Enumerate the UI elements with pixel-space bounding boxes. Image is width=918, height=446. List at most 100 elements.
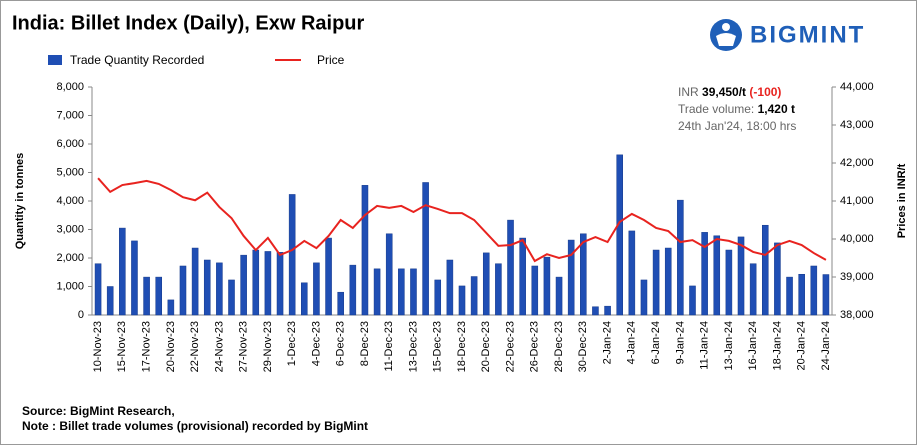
x-tick-label: 6-Dec-23 — [335, 321, 347, 366]
y-tick-label: 7,000 — [56, 109, 84, 121]
bar — [567, 239, 575, 316]
x-tick-label: 22-Nov-23 — [189, 321, 201, 372]
logo: BIGMINT — [710, 19, 863, 51]
bar — [798, 273, 805, 316]
chart-title: India: Billet Index (Daily), Exw Raipur — [12, 12, 365, 34]
bar — [628, 230, 636, 316]
bar — [143, 276, 150, 316]
bar — [167, 299, 175, 316]
x-tick-label: 18-Dec-23 — [456, 321, 468, 372]
bar — [422, 182, 429, 316]
bar — [725, 249, 733, 316]
bar — [313, 262, 320, 316]
bar — [640, 279, 648, 316]
bar — [203, 259, 211, 316]
bar — [325, 237, 332, 316]
x-tick-label: 17-Nov-23 — [140, 321, 152, 372]
bar — [434, 279, 442, 316]
y2-tick-label: 42,000 — [840, 157, 874, 169]
x-tick-label: 15-Dec-23 — [432, 321, 444, 372]
bar — [410, 268, 417, 316]
x-tick-label: 10-Nov-23 — [92, 321, 104, 372]
annotation-change: (-100) — [749, 85, 781, 99]
x-tick-label: 16-Jan-24 — [747, 321, 759, 371]
annotation-time: 24th Jan'24, 18:00 hrs — [678, 119, 796, 133]
bar — [301, 282, 308, 316]
bar — [507, 219, 514, 316]
x-tick-label: 29-Nov-23 — [262, 321, 274, 372]
bar — [737, 236, 745, 316]
annotation-volume-label: Trade volume: — [678, 102, 754, 116]
bar — [543, 256, 551, 316]
y2-tick-label: 39,000 — [840, 271, 874, 283]
bar — [264, 251, 272, 316]
y2-tick-label: 43,000 — [840, 119, 874, 131]
y-axis-title: Quantity in tonnes — [14, 153, 26, 250]
x-tick-label: 8-Dec-23 — [359, 321, 371, 366]
x-tick-label: 13-Jan-24 — [723, 321, 735, 371]
annotation-volume: Trade volume: 1,420 t — [678, 102, 795, 116]
x-tick-label: 9-Jan-24 — [674, 321, 686, 364]
bar — [119, 227, 126, 316]
y2-tick-label: 40,000 — [840, 233, 874, 245]
y-tick-label: 4,000 — [56, 195, 84, 207]
x-tick-label: 11-Dec-23 — [383, 321, 395, 372]
y-tick-label: 6,000 — [56, 138, 84, 150]
bar — [458, 285, 466, 316]
bar — [337, 291, 344, 316]
bar — [531, 265, 539, 316]
bar — [398, 268, 405, 316]
bar — [652, 249, 660, 316]
bar — [470, 276, 478, 316]
bar — [228, 279, 235, 316]
bar — [786, 276, 793, 316]
x-tick-label: 18-Jan-24 — [771, 321, 783, 371]
y-tick-label: 3,000 — [56, 223, 84, 235]
bar — [689, 285, 696, 316]
annotation-prefix: INR — [678, 85, 699, 99]
bar — [519, 237, 526, 316]
bar — [604, 305, 611, 316]
bar — [677, 199, 684, 316]
x-tick-label: 20-Nov-23 — [165, 321, 177, 372]
x-tick-label: 4-Jan-24 — [626, 321, 638, 364]
y-tick-label: 2,000 — [56, 252, 84, 264]
bar — [276, 252, 284, 316]
bar — [749, 263, 757, 316]
x-tick-label: 4-Dec-23 — [310, 321, 322, 366]
y-tick-label: 8,000 — [56, 81, 84, 93]
legend-label: Price — [317, 53, 345, 67]
bar — [810, 265, 818, 316]
x-tick-label: 15-Nov-23 — [116, 321, 128, 372]
bar — [555, 276, 563, 316]
x-tick-label: 24-Jan-24 — [820, 321, 832, 371]
bar — [106, 286, 114, 316]
bar — [179, 265, 187, 316]
legend-swatch — [48, 55, 62, 65]
legend-label: Trade Quantity Recorded — [70, 53, 204, 67]
y-tick-label: 0 — [78, 309, 84, 321]
bar — [580, 233, 587, 316]
bar — [495, 263, 502, 316]
x-tick-label: 1-Dec-23 — [286, 321, 298, 366]
bar — [191, 247, 199, 316]
bar — [664, 247, 672, 316]
bar — [761, 224, 769, 316]
x-tick-label: 11-Jan-24 — [699, 321, 711, 370]
x-tick-label: 22-Dec-23 — [504, 321, 516, 372]
y-tick-label: 1,000 — [56, 280, 84, 292]
y2-axis-title: Prices in INR/t — [896, 163, 908, 238]
footnote: Source: BigMint Research, — [22, 404, 175, 418]
bar — [94, 263, 102, 316]
footnote: Note : Billet trade volumes (provisional… — [22, 419, 368, 433]
bar — [349, 264, 357, 316]
bar — [774, 242, 781, 316]
bar — [446, 259, 454, 316]
annotation-price: INR 39,450/t (-100) — [678, 85, 781, 99]
x-tick-label: 2-Jan-24 — [601, 321, 613, 364]
bar — [482, 252, 490, 316]
x-tick-label: 6-Jan-24 — [650, 321, 662, 364]
bar — [592, 306, 599, 316]
